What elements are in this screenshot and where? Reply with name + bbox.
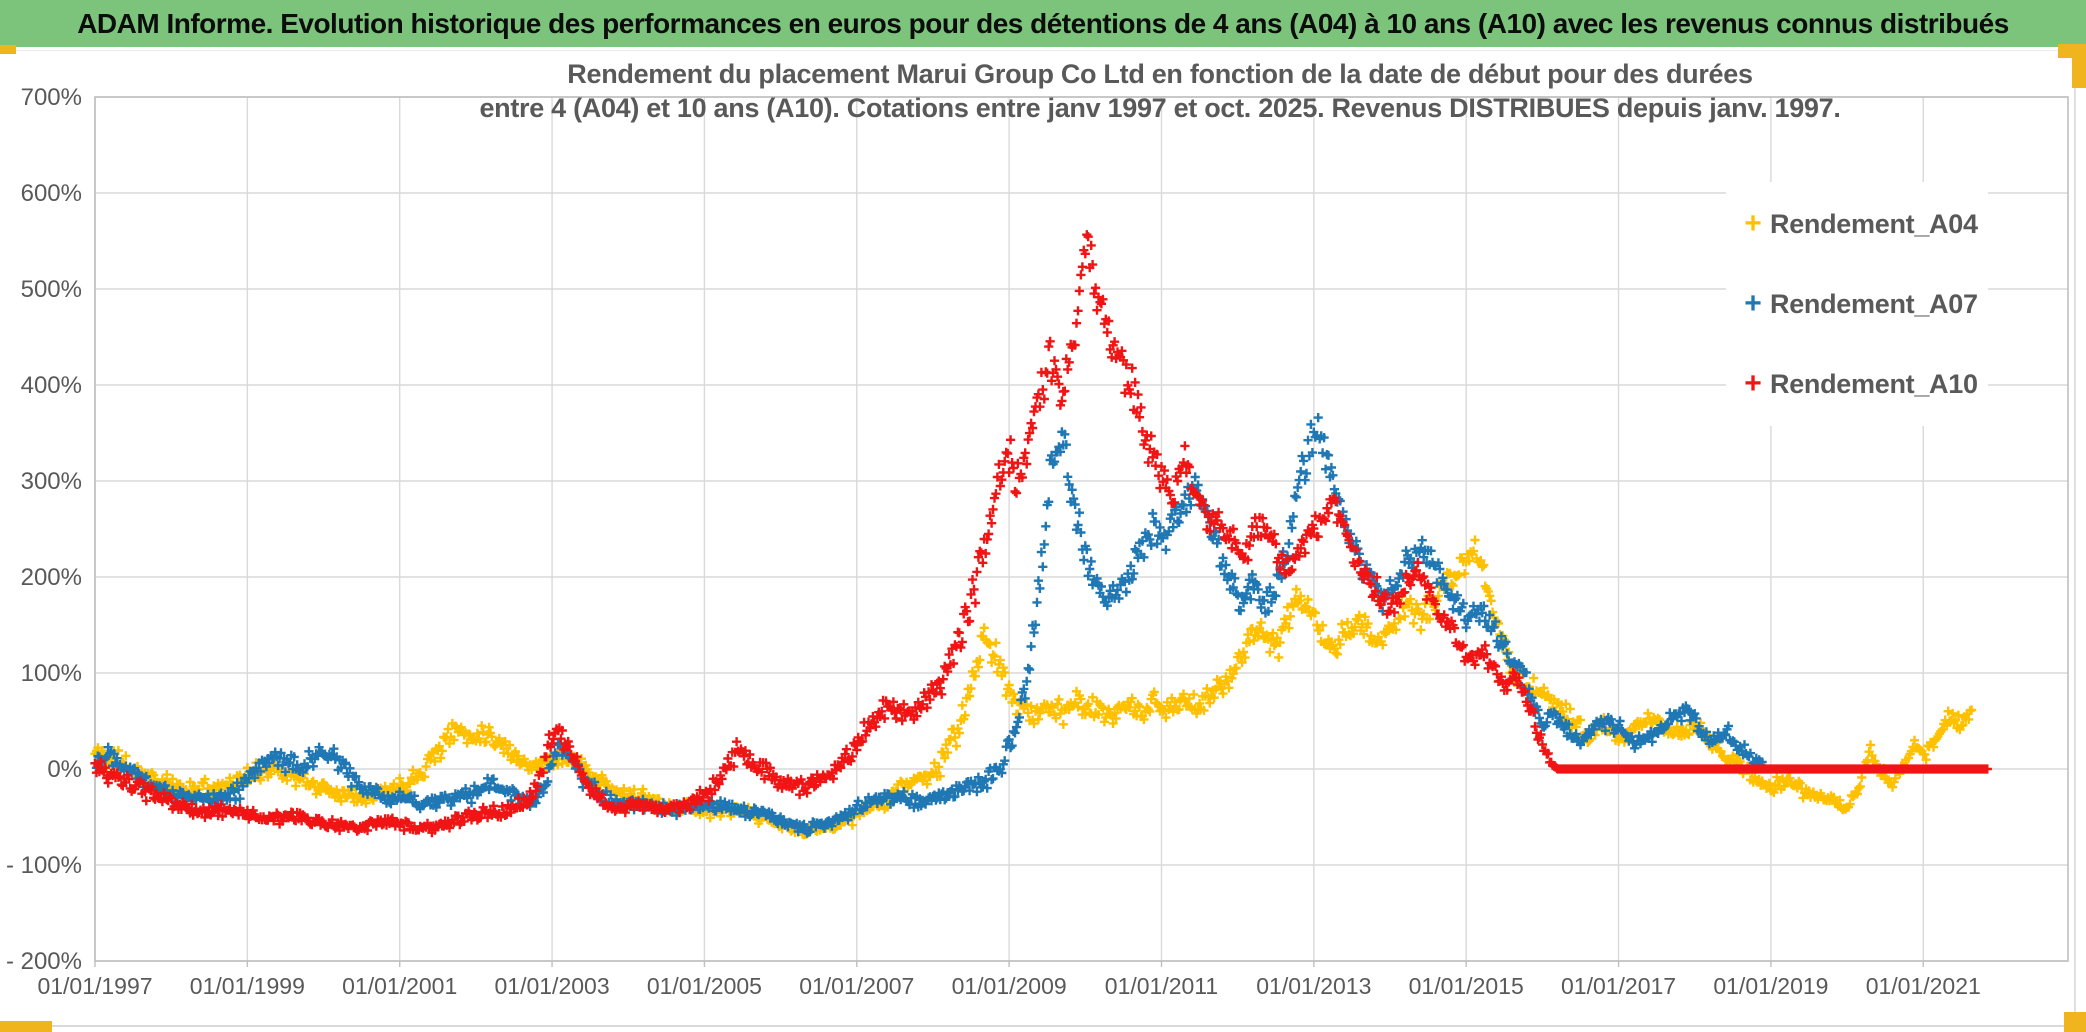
legend-item-rendement-a10[interactable]: + Rendement_A10: [1736, 344, 1978, 424]
plus-marker-icon: +: [1744, 367, 1762, 400]
plus-marker-icon: +: [1744, 287, 1762, 320]
legend-label: Rendement_A04: [1770, 208, 1978, 239]
chart-title-line2: entre 4 (A04) et 10 ans (A10). Cotations…: [479, 93, 1841, 123]
y-axis-tick-label: 0%: [47, 756, 82, 783]
gold-corner-accent: [0, 45, 16, 54]
y-axis-tick-label: 200%: [21, 564, 82, 591]
plot-area-border: [94, 96, 2069, 962]
gold-corner-accent: [0, 1021, 52, 1032]
banner-title: ADAM Informe. Evolution historique des p…: [77, 7, 2009, 39]
x-axis-tick-label: 01/01/1997: [37, 973, 152, 999]
x-axis-tick-label: 01/01/2021: [1866, 973, 1981, 999]
x-axis-tick-label: 01/01/2001: [342, 973, 457, 999]
plus-marker-icon: +: [1744, 207, 1762, 240]
banner: ADAM Informe. Evolution historique des p…: [0, 0, 2086, 47]
legend-item-rendement-a04[interactable]: + Rendement_A04: [1736, 184, 1978, 264]
legend-item-rendement-a07[interactable]: + Rendement_A07: [1736, 264, 1978, 344]
x-axis-tick-label: 01/01/2003: [495, 973, 610, 999]
sheet-column-divider: [2074, 52, 2076, 1026]
x-axis-tick-label: 01/01/2011: [1105, 973, 1218, 999]
y-axis-tick-label: - 100%: [6, 852, 82, 879]
banner-divider: [0, 50, 2086, 51]
y-axis-tick-label: 100%: [21, 660, 82, 687]
x-axis-tick-label: 01/01/2015: [1409, 973, 1524, 999]
x-axis-tick-label: 01/01/1999: [190, 973, 305, 999]
chart-legend: + Rendement_A04 + Rendement_A07 + Rendem…: [1726, 182, 1988, 426]
y-axis-tick-label: 300%: [21, 468, 82, 495]
y-axis-tick-label: 500%: [21, 276, 82, 303]
gold-corner-accent: [2072, 44, 2086, 88]
y-axis-tick-label: 600%: [21, 180, 82, 207]
x-axis-tick-label: 01/01/2017: [1561, 973, 1676, 999]
y-axis-tick-label: - 200%: [6, 948, 82, 975]
chart-title-line1: Rendement du placement Marui Group Co Lt…: [567, 59, 1753, 89]
sheet-row-divider: [0, 1025, 2086, 1027]
scatter-series-rendement_a10[interactable]: [90, 230, 1992, 838]
y-axis-tick-label: 700%: [21, 84, 82, 111]
legend-label: Rendement_A10: [1770, 368, 1978, 399]
x-axis-tick-label: 01/01/2007: [799, 973, 914, 999]
x-axis-tick-label: 01/01/2013: [1256, 973, 1371, 999]
legend-label: Rendement_A07: [1770, 288, 1978, 319]
x-axis-tick-label: 01/01/2005: [647, 973, 762, 999]
chart-title: Rendement du placement Marui Group Co Lt…: [300, 57, 2020, 125]
gold-corner-accent: [2064, 1012, 2086, 1032]
x-axis-tick-label: 01/01/2009: [952, 973, 1067, 999]
y-axis-tick-label: 400%: [21, 372, 82, 399]
x-axis-tick-label: 01/01/2019: [1713, 973, 1828, 999]
